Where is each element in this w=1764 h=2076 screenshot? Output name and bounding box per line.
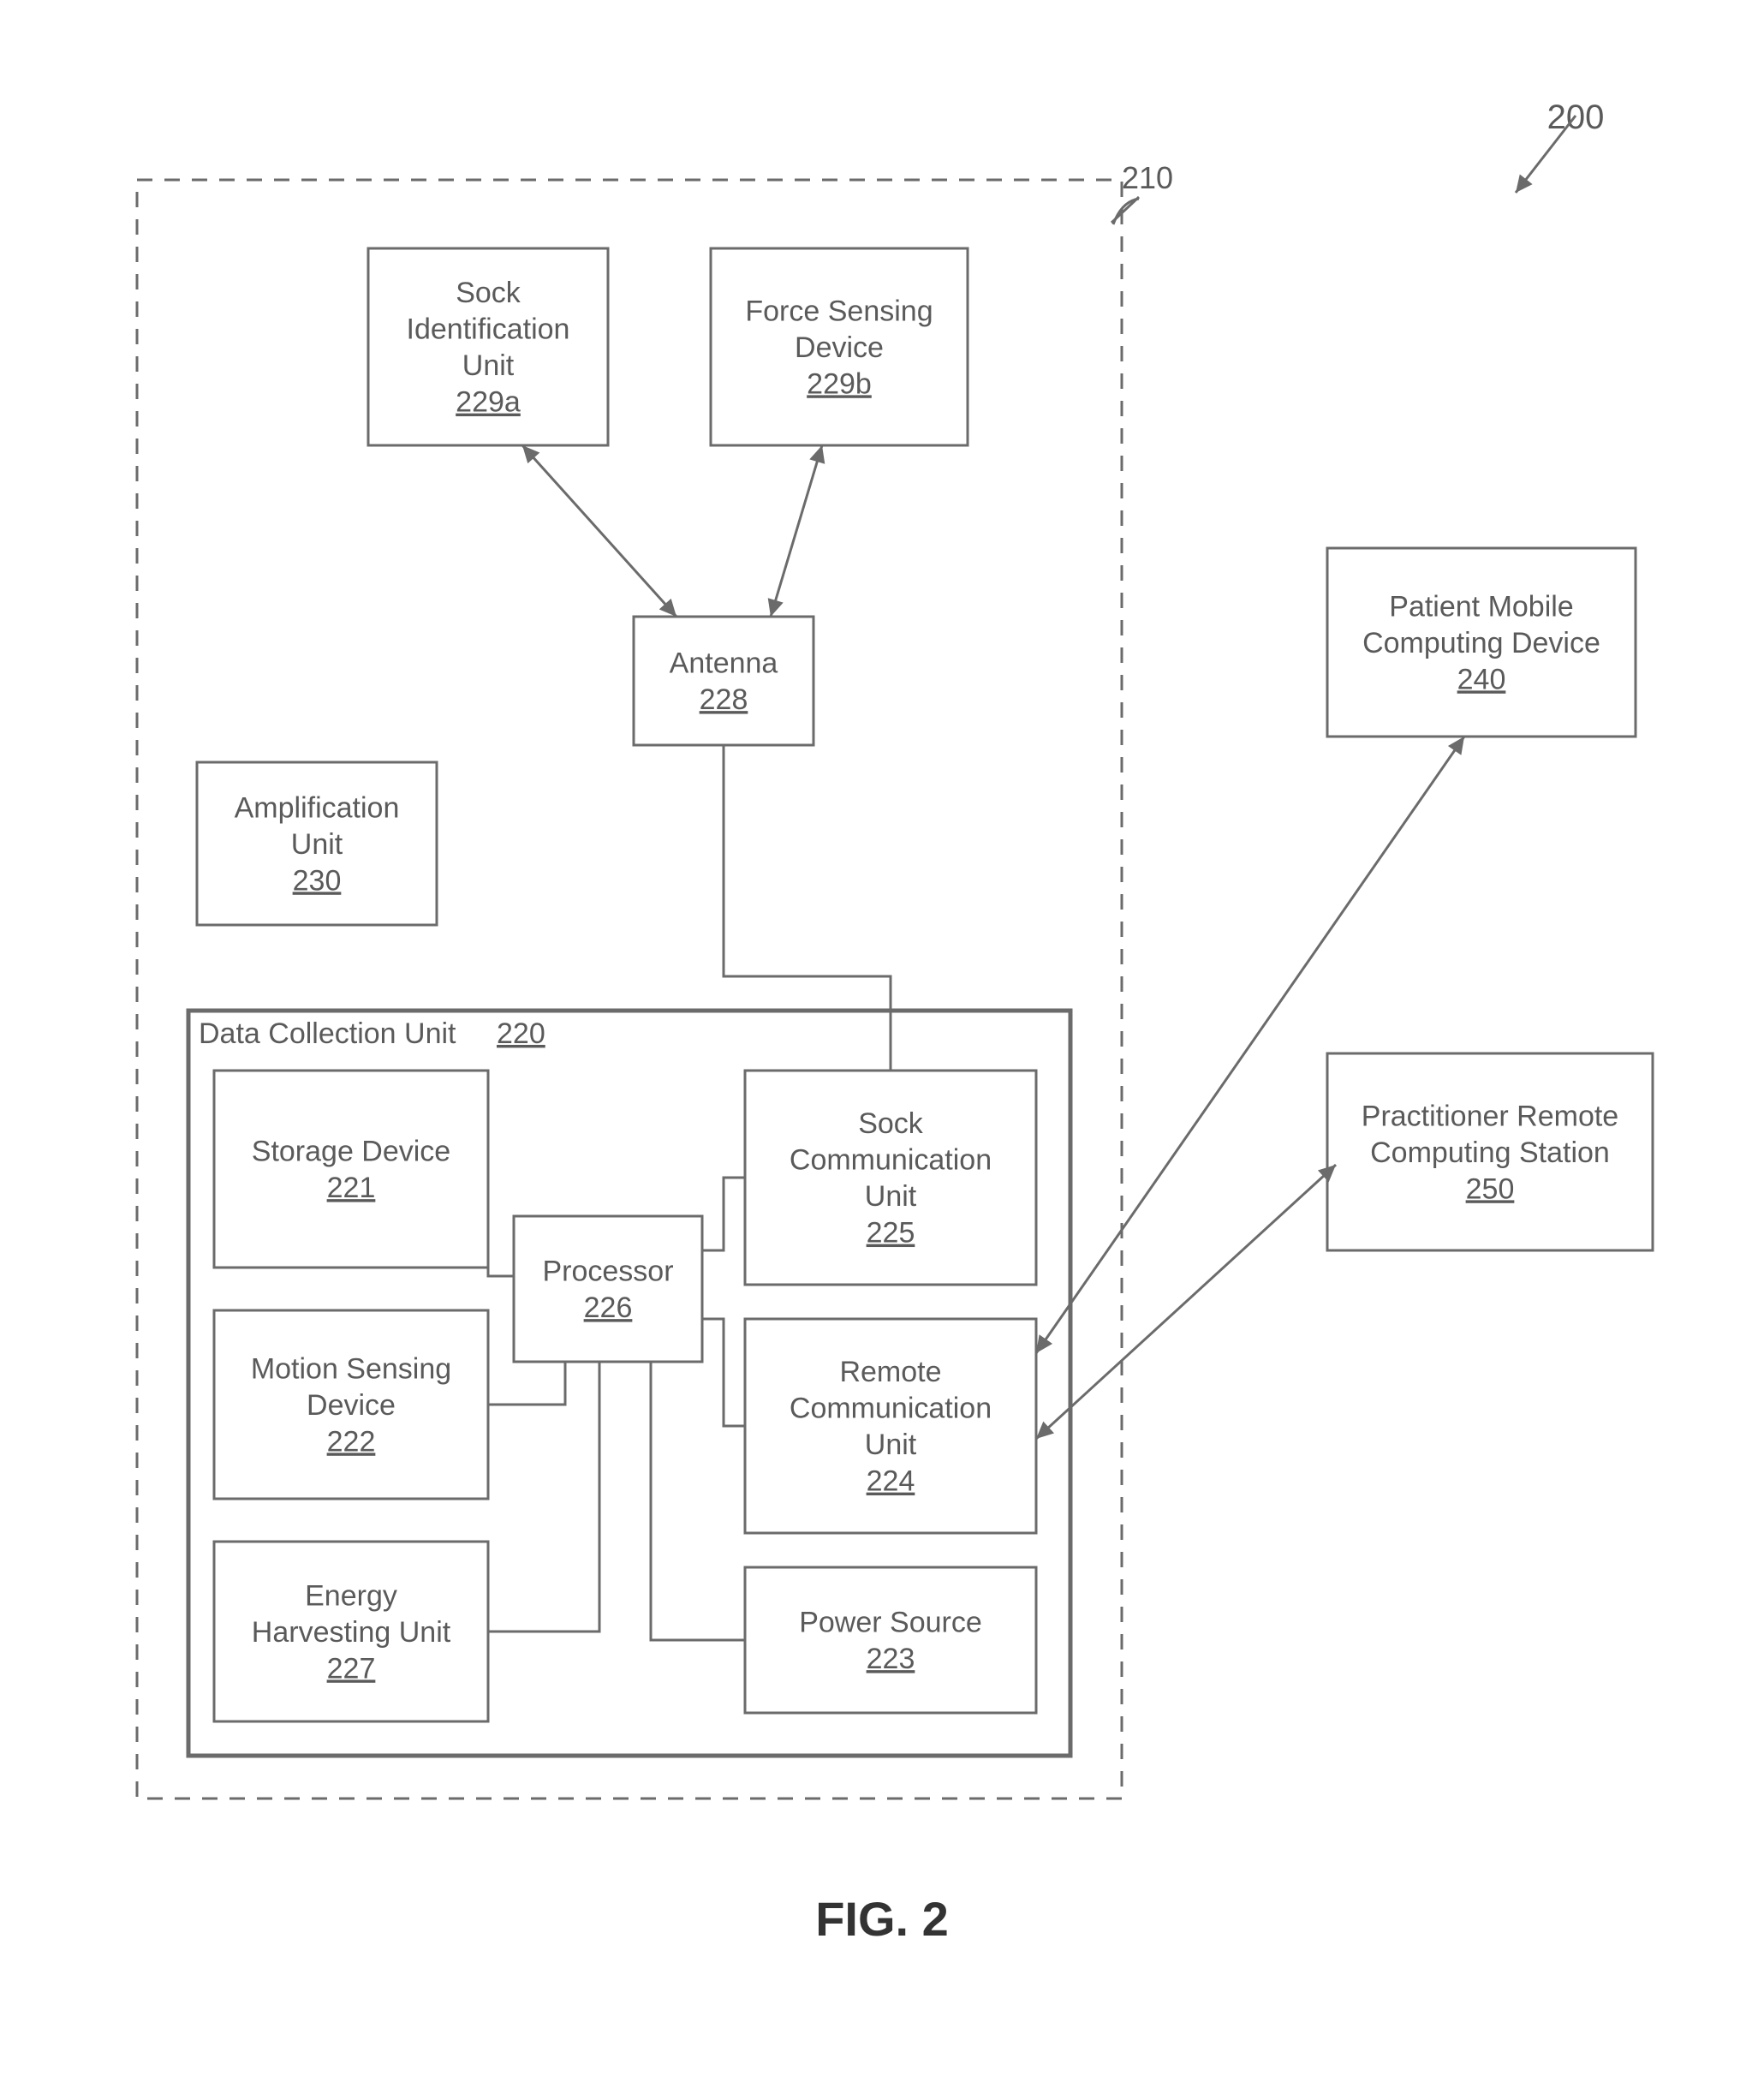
svg-text:225: 225	[867, 1217, 915, 1250]
svg-text:226: 226	[584, 1292, 633, 1324]
svg-text:Power Source: Power Source	[799, 1607, 982, 1639]
svg-text:Sock: Sock	[858, 1107, 924, 1140]
svg-text:223: 223	[867, 1643, 915, 1675]
svg-text:Computing Device: Computing Device	[1362, 627, 1600, 659]
svg-text:250: 250	[1466, 1172, 1515, 1205]
svg-text:Device: Device	[307, 1389, 396, 1422]
svg-text:Communication: Communication	[790, 1144, 992, 1177]
svg-text:229b: 229b	[807, 367, 872, 400]
svg-text:Storage Device: Storage Device	[252, 1136, 450, 1168]
svg-text:Motion Sensing: Motion Sensing	[251, 1352, 451, 1385]
svg-text:240: 240	[1457, 663, 1506, 695]
svg-text:227: 227	[327, 1652, 376, 1685]
svg-text:222: 222	[327, 1425, 376, 1458]
svg-text:Force Sensing: Force Sensing	[745, 295, 933, 327]
svg-text:Unit: Unit	[865, 1180, 917, 1213]
svg-text:FIG. 2: FIG. 2	[815, 1892, 949, 1946]
svg-text:Communication: Communication	[790, 1393, 992, 1425]
svg-text:Antenna: Antenna	[670, 647, 778, 680]
svg-text:224: 224	[867, 1465, 915, 1498]
svg-text:220: 220	[497, 1017, 545, 1050]
svg-text:Computing Station: Computing Station	[1370, 1136, 1610, 1169]
svg-text:229a: 229a	[456, 386, 521, 419]
svg-text:Identification: Identification	[407, 313, 570, 346]
svg-text:Device: Device	[795, 331, 884, 364]
svg-text:Remote: Remote	[839, 1356, 941, 1388]
svg-text:Patient Mobile: Patient Mobile	[1389, 590, 1573, 623]
svg-text:Energy: Energy	[305, 1579, 397, 1612]
svg-text:Data Collection Unit: Data Collection Unit	[199, 1017, 456, 1050]
svg-text:Unit: Unit	[865, 1429, 917, 1461]
svg-text:Harvesting Unit: Harvesting Unit	[252, 1616, 451, 1649]
svg-text:228: 228	[700, 683, 748, 716]
svg-text:210: 210	[1122, 160, 1173, 195]
system-diagram: 200210SockIdentificationUnit229aForce Se…	[0, 0, 1764, 2076]
svg-text:Unit: Unit	[291, 828, 343, 861]
svg-text:Practitioner Remote: Practitioner Remote	[1362, 1100, 1618, 1132]
svg-text:221: 221	[327, 1172, 376, 1204]
svg-text:Amplification: Amplification	[235, 791, 400, 824]
svg-text:230: 230	[293, 864, 342, 897]
svg-text:Sock: Sock	[456, 277, 521, 309]
svg-text:Unit: Unit	[462, 349, 515, 382]
svg-text:Processor: Processor	[542, 1256, 673, 1288]
